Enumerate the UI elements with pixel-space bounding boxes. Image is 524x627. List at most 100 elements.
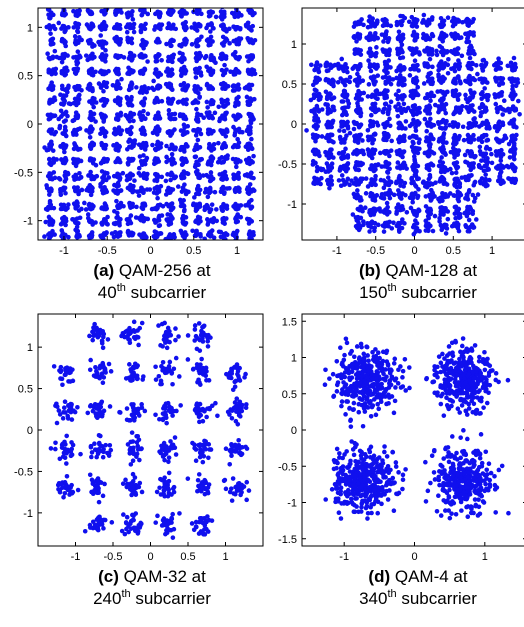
data-point (46, 25, 51, 30)
data-point (101, 145, 106, 150)
data-point (73, 67, 78, 72)
data-point (318, 97, 323, 102)
data-point (62, 441, 67, 446)
data-point (440, 175, 445, 180)
data-point (209, 72, 214, 77)
data-point (354, 196, 359, 201)
data-point (386, 135, 391, 140)
data-point (314, 80, 319, 85)
data-point (456, 75, 461, 80)
data-point (114, 147, 119, 152)
data-point (445, 63, 450, 68)
data-point (114, 67, 119, 72)
data-point (494, 165, 499, 170)
data-point (517, 112, 522, 117)
data-point (356, 140, 361, 145)
data-point (221, 43, 226, 48)
data-point (222, 232, 227, 237)
data-point (304, 128, 309, 133)
data-point (466, 33, 471, 38)
data-point (350, 66, 355, 71)
data-point (369, 50, 374, 55)
data-point (169, 101, 174, 106)
data-point (385, 170, 390, 175)
data-point (90, 89, 95, 94)
data-point (501, 164, 506, 169)
data-point (470, 212, 475, 217)
data-point (374, 45, 379, 50)
data-point (398, 195, 403, 200)
data-point (248, 96, 253, 101)
data-point (440, 135, 445, 140)
data-point (103, 23, 108, 28)
data-point (373, 183, 378, 188)
data-point (385, 201, 390, 206)
data-point (446, 15, 451, 20)
data-point (484, 145, 489, 150)
data-point (374, 89, 379, 94)
data-point (474, 63, 479, 68)
x-tick-label: -0.5 (366, 245, 385, 257)
data-point (503, 133, 508, 138)
data-point (313, 161, 318, 166)
data-point (438, 159, 443, 164)
data-point (314, 115, 319, 120)
data-point (329, 120, 334, 125)
data-point (197, 66, 202, 71)
data-point (210, 157, 215, 162)
data-point (112, 209, 117, 214)
data-point (57, 176, 62, 181)
data-point (52, 132, 57, 137)
data-point (512, 157, 517, 162)
data-point (75, 201, 80, 206)
data-point (155, 140, 160, 145)
data-point (132, 178, 137, 183)
data-point (155, 196, 160, 201)
data-point (315, 124, 320, 129)
data-point (232, 143, 237, 148)
data-point (348, 131, 353, 136)
data-point (341, 106, 346, 111)
data-point (423, 184, 428, 189)
data-point (63, 12, 68, 17)
data-point (463, 93, 468, 98)
data-point (484, 151, 489, 156)
data-point (142, 232, 147, 237)
data-point (169, 221, 174, 226)
data-point (250, 67, 255, 72)
data-point (65, 53, 70, 58)
data-point (413, 38, 418, 43)
data-point (141, 187, 146, 192)
data-point (463, 153, 468, 158)
data-point (126, 139, 131, 144)
data-point (513, 106, 518, 111)
data-point (75, 230, 80, 235)
data-point (222, 14, 227, 19)
data-point (383, 91, 388, 96)
data-point (116, 157, 121, 162)
data-point (220, 131, 225, 136)
data-point (383, 131, 388, 136)
data-point (317, 70, 322, 75)
data-point (238, 114, 243, 119)
data-point (402, 133, 407, 138)
data-point (354, 39, 359, 44)
data-point (453, 62, 458, 67)
data-point (79, 175, 84, 180)
data-point (409, 108, 414, 113)
x-tick-label: 1 (489, 245, 495, 257)
data-point (197, 95, 202, 100)
data-point (495, 63, 500, 68)
data-point (440, 126, 445, 131)
data-point (516, 99, 521, 104)
data-point (326, 165, 331, 170)
data-point (100, 159, 105, 164)
data-point (128, 22, 133, 27)
data-point (73, 145, 78, 150)
data-point (471, 117, 476, 122)
caption-line-1: (b) QAM-128 at (359, 261, 477, 280)
data-point (451, 136, 456, 141)
data-point (426, 228, 431, 233)
data-point (372, 75, 377, 80)
data-point (49, 206, 54, 211)
